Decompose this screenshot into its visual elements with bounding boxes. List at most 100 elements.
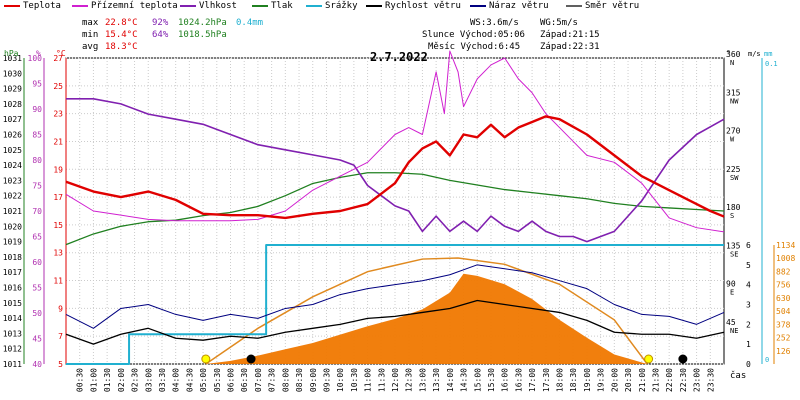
legend: Teplota Přízemní teplota Vlhkost Tlak Sr… <box>0 0 800 14</box>
humidity-tick-label: 80 <box>32 156 42 165</box>
moonrise-marker <box>246 354 256 364</box>
temperature-tick-label: 21 <box>53 137 63 146</box>
wind-tick-label: 0 <box>746 360 751 369</box>
rain-tick-label: 0 <box>765 356 769 364</box>
humidity-tick-label: 45 <box>32 335 42 344</box>
wind-dir-compass-label: NE <box>730 327 738 335</box>
wind-dir-compass-label: E <box>730 289 734 297</box>
stat-avg-temp: 18.3°C <box>105 42 138 52</box>
wind-tick-label: 3 <box>746 301 751 310</box>
legend-item-rychlost-vetru: Rychlost větru <box>366 1 461 11</box>
x-tick-label: 03:00 <box>144 368 153 392</box>
legend-item-tlak: Tlak <box>252 1 293 11</box>
x-tick-label: 12:00 <box>391 368 400 392</box>
stat-avg-label: avg <box>82 42 99 52</box>
x-tick-label: 07:00 <box>254 368 263 392</box>
radiation-tick-label: 504 <box>776 307 791 316</box>
humidity-tick-label: 85 <box>32 131 42 140</box>
x-tick-label: 18:00 <box>556 368 565 392</box>
x-tick-label: 23:00 <box>693 368 702 392</box>
stat-moon: Měsíc Východ:6:45 <box>428 42 521 52</box>
x-tick-label: 07:30 <box>268 368 277 392</box>
wind-dir-compass-label: NW <box>730 97 739 105</box>
legend-item-naraz-vetru: Náraz větru <box>470 1 549 11</box>
x-tick-label: 08:00 <box>281 368 290 392</box>
time-axis-label: čas <box>730 370 746 381</box>
x-tick-label: 10:30 <box>350 368 359 392</box>
pressure-tick-label: 1030 <box>3 69 22 78</box>
x-tick-label: 11:00 <box>364 368 373 392</box>
stat-max-label: max <box>82 18 99 28</box>
solar-curve <box>205 257 648 365</box>
x-tick-label: 06:30 <box>240 368 249 392</box>
stat-min-press: 1018.5hPa <box>178 30 227 40</box>
x-tick-label: 14:30 <box>460 368 469 392</box>
legend-item-prizemni-teplota: Přízemní teplota <box>72 1 178 11</box>
x-tick-label: 14:00 <box>446 368 455 392</box>
x-tick-label: 01:30 <box>103 368 112 392</box>
humidity-tick-label: 75 <box>32 182 42 191</box>
humidity-tick-label: 60 <box>32 258 42 267</box>
x-tick-label: 06:00 <box>227 368 236 392</box>
sunset-marker <box>644 354 654 364</box>
temperature-tick-label: 11 <box>53 277 63 286</box>
temperature-tick-label: 13 <box>53 249 63 258</box>
x-tick-label: 20:00 <box>610 368 619 392</box>
x-tick-label: 03:30 <box>158 368 167 392</box>
x-tick-label: 22:00 <box>665 368 674 392</box>
chart-title: 2.7.2022 <box>370 50 428 64</box>
humidity-unit-label: % <box>36 49 41 58</box>
pressure-tick-label: 1015 <box>3 299 22 308</box>
pressure-tick-label: 1014 <box>3 314 22 323</box>
stat-sun: Slunce Východ:05:06 <box>422 30 525 40</box>
pressure-tick-label: 1012 <box>3 345 22 354</box>
radiation-tick-label: 1134 <box>776 241 795 250</box>
x-tick-label: 15:00 <box>473 368 482 392</box>
moonset-marker <box>678 354 688 364</box>
radiation-tick-label: 882 <box>776 267 791 276</box>
radiation-tick-label: 378 <box>776 320 791 329</box>
stat-max-rain: 0.4mm <box>236 18 264 28</box>
series-line-teplota <box>65 115 725 220</box>
stat-ws: WS:3.6m/s <box>470 18 519 28</box>
pressure-tick-label: 1031 <box>3 54 22 63</box>
temperature-tick-label: 27 <box>53 54 63 63</box>
x-tick-label: 13:00 <box>418 368 427 392</box>
temperature-tick-label: 23 <box>53 110 63 119</box>
wind-tick-label: 5 <box>746 261 751 270</box>
series-line-rychlost-vetru <box>65 299 725 345</box>
humidity-tick-label: 70 <box>32 207 42 216</box>
radiation-tick-label: 252 <box>776 334 791 343</box>
temperature-tick-label: 25 <box>53 82 63 91</box>
wind-dir-compass-label: SW <box>730 174 739 182</box>
x-tick-label: 05:00 <box>199 368 208 392</box>
x-tick-label: 00:30 <box>76 368 85 392</box>
stat-max-hum: 92% <box>152 18 169 28</box>
wind-dir-compass-label: SE <box>730 250 738 258</box>
x-tick-label: 19:30 <box>597 368 606 392</box>
wind-dir-compass-label: N <box>730 59 734 67</box>
x-tick-label: 05:30 <box>213 368 222 392</box>
pressure-tick-label: 1024 <box>3 161 22 170</box>
wind-dir-tick-label: 360 <box>726 50 741 59</box>
humidity-tick-label: 100 <box>28 54 43 63</box>
wind-dir-tick-label: 225 <box>726 165 741 174</box>
x-tick-label: 08:30 <box>295 368 304 392</box>
x-tick-label: 11:30 <box>377 368 386 392</box>
x-tick-label: 21:00 <box>638 368 647 392</box>
stat-moonset: Západ:22:31 <box>540 42 600 52</box>
wind-dir-tick-label: 90 <box>726 280 736 289</box>
x-tick-label: 19:00 <box>583 368 592 392</box>
legend-item-vlhkost: Vlhkost <box>180 1 237 11</box>
x-tick-label: 16:00 <box>501 368 510 392</box>
x-tick-label: 10:00 <box>336 368 345 392</box>
pressure-tick-label: 1019 <box>3 238 22 247</box>
wind-dir-compass-label: W <box>730 136 735 144</box>
x-tick-label: 13:30 <box>432 368 441 392</box>
x-tick-label: 18:30 <box>569 368 578 392</box>
wind-dir-tick-label: 270 <box>726 127 741 136</box>
temperature-tick-label: 9 <box>58 304 63 313</box>
pressure-tick-label: 1026 <box>3 131 22 140</box>
